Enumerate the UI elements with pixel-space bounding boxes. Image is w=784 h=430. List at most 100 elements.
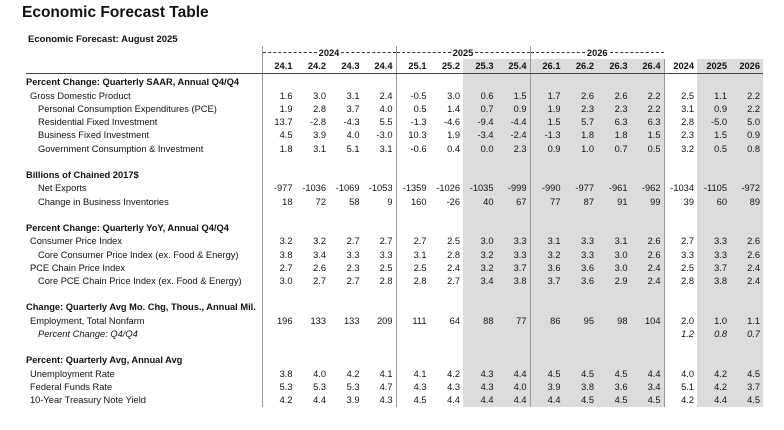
value-cell: 5.3	[261, 380, 296, 394]
value-cell: 3.0	[261, 274, 296, 288]
dash-line	[530, 52, 585, 54]
value-cell	[395, 208, 430, 220]
value-cell	[329, 73, 363, 89]
value-cell: 3.7	[730, 380, 763, 394]
value-cell	[597, 298, 631, 315]
value-cell: 4.2	[447, 368, 460, 379]
value-cell: 2.8	[447, 249, 460, 260]
value-cell	[563, 73, 597, 89]
value-cell	[296, 341, 330, 352]
value-cell: 3.7	[529, 274, 564, 288]
column-header: 25.1	[395, 59, 430, 74]
value-cell	[529, 351, 564, 367]
data-row: Percent Change: Q4/Q4 1.2 0.8 0.7	[26, 327, 763, 341]
value-cell: 0.8	[730, 142, 763, 156]
value-cell	[395, 73, 430, 89]
value-cell: 4.2	[697, 366, 730, 381]
year-group: 2026	[529, 46, 664, 60]
value-cell	[664, 155, 697, 166]
value-cell: 13.7	[261, 115, 296, 129]
value-cell	[395, 327, 430, 341]
value-cell	[496, 298, 530, 315]
value-cell: -972	[730, 181, 763, 195]
value-cell: 4.5	[563, 366, 597, 381]
value-cell: 104	[630, 314, 665, 328]
value-cell	[630, 208, 665, 220]
value-cell	[430, 352, 464, 367]
value-cell: 2.8	[313, 103, 326, 114]
value-cell	[664, 341, 697, 352]
row-label: Government Consumption & Investment	[38, 143, 204, 154]
row-label: Core Consumer Price Index (ex. Food & En…	[38, 249, 239, 260]
value-cell: 5.7	[563, 115, 597, 129]
column-header: 24.2	[295, 59, 329, 74]
value-cell: 0.5	[395, 102, 430, 116]
value-cell: 4.0	[681, 368, 694, 379]
value-cell: 3.4	[630, 380, 665, 394]
value-cell	[630, 298, 665, 315]
value-cell: -999	[496, 181, 530, 195]
value-cell: 2.4	[730, 274, 763, 288]
row-label: Gross Domestic Product	[30, 90, 131, 101]
value-cell: 3.1	[395, 247, 430, 262]
year-header-row: 2024 2025 2026	[26, 46, 763, 60]
value-cell: 2.5	[681, 262, 694, 273]
value-cell: 4.5	[261, 128, 296, 143]
value-cell: 95	[563, 314, 597, 328]
value-cell	[664, 352, 697, 367]
value-cell: 4.5	[395, 393, 430, 407]
column-header: 25.3	[463, 59, 497, 74]
blank-cell	[26, 59, 262, 74]
value-cell	[730, 351, 763, 367]
column-header: 25.2	[429, 59, 463, 74]
value-cell	[597, 340, 631, 352]
data-row: Employment, Total Nonfarm 196 133 133 209 111…	[26, 314, 763, 328]
value-cell	[496, 155, 530, 167]
blank-cell	[664, 46, 763, 59]
value-cell: 0.8	[697, 327, 730, 341]
value-cell: 4.4	[313, 395, 326, 406]
value-cell	[697, 298, 730, 315]
value-cell: 3.2	[261, 234, 296, 248]
value-cell: 2.5	[447, 236, 460, 247]
value-cell: -5.0	[697, 115, 730, 129]
spacer-row	[26, 287, 763, 299]
value-cell: 1.2	[681, 328, 694, 339]
value-cell	[463, 351, 497, 367]
value-cell	[296, 208, 330, 219]
value-cell: 2.4	[379, 90, 393, 101]
value-cell	[630, 327, 665, 341]
data-row: Personal Consumption Expenditures (PCE) 1…	[26, 102, 763, 116]
column-header: 26.1	[529, 59, 564, 74]
value-cell: 4.5	[730, 393, 763, 407]
value-cell: 77	[496, 314, 530, 328]
value-cell: 1.5	[496, 88, 530, 103]
value-cell: -1026	[436, 183, 460, 194]
value-cell: -1053	[368, 183, 393, 194]
row-label: 10-Year Treasury Note Yield	[30, 395, 146, 406]
value-cell	[496, 208, 530, 220]
value-cell	[329, 299, 363, 314]
value-cell	[630, 340, 665, 352]
value-cell: 0.9	[496, 102, 530, 116]
value-cell	[363, 341, 397, 352]
year-label: 2026	[586, 47, 608, 58]
value-cell	[563, 166, 597, 182]
value-cell: -4.3	[343, 117, 360, 128]
value-cell	[463, 208, 497, 220]
section-title: Percent Change: Quarterly SAAR, Annual Q…	[26, 77, 240, 88]
value-cell: 4.2	[697, 380, 730, 394]
value-cell	[529, 340, 564, 352]
value-cell: 2.3	[563, 102, 597, 116]
value-cell	[630, 287, 665, 299]
value-cell: -2.4	[496, 128, 530, 143]
value-cell: 2.7	[346, 276, 360, 287]
value-cell: 4.7	[379, 381, 393, 392]
value-cell: 2.8	[681, 276, 694, 287]
value-cell	[296, 166, 330, 181]
value-cell: 2.7	[395, 234, 430, 248]
value-cell	[664, 73, 697, 89]
spacer-row	[26, 340, 763, 352]
value-cell: 3.1	[681, 103, 694, 114]
value-cell: 2.8	[395, 274, 430, 288]
